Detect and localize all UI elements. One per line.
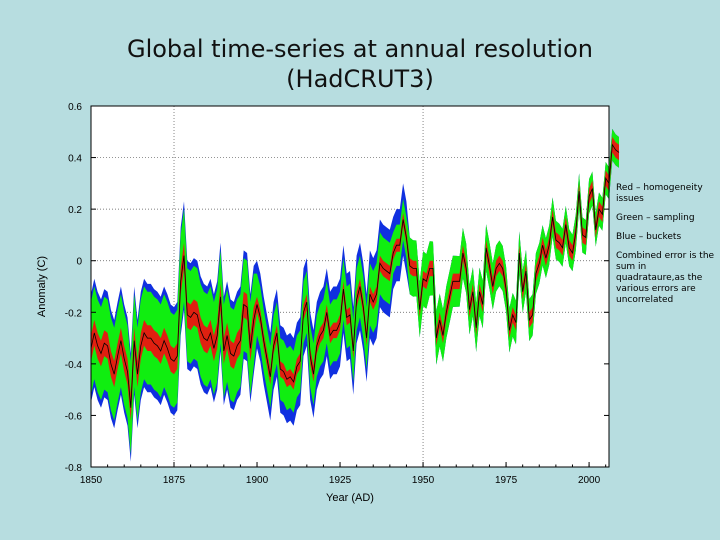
y-tick-label: 0.2 [68,205,82,216]
plot-frame [90,105,610,468]
legend-blue: Blue – buckets [616,232,682,242]
x-axis-title: Year (AD) [326,492,374,504]
y-tick-label: -0.2 [65,308,83,319]
y-tick-label: 0.4 [68,154,82,165]
legend: Red – homogeneity issues Green – samplin… [616,183,716,314]
y-axis-title: Anomaly (C) [36,256,48,317]
x-tick-label: 1900 [246,475,269,486]
title-line-2: (HadCRUT3) [286,65,434,93]
best-estimate-line [90,143,620,408]
uncertainty-bands [90,128,620,462]
y-tick-label: 0.6 [68,102,82,113]
slide-title: Global time-series at annual resolution … [60,34,660,94]
x-tick-label: 1850 [80,475,103,486]
homogeneity-uncertainty-band [91,136,619,421]
legend-red: Red – homogeneity issues [616,183,703,204]
x-tick-label: 1925 [329,475,352,486]
y-tick-label: 0 [76,257,82,268]
x-tick-label: 1975 [495,475,518,486]
legend-note: Combined error is the sum in quadrataure… [616,251,715,305]
legend-green: Green – sampling [616,213,695,223]
y-tick-label: -0.8 [65,463,83,474]
title-line-1: Global time-series at annual resolution [126,35,593,63]
x-tick-label: 1950 [412,475,435,486]
x-tick-label: 2000 [578,475,601,486]
sampling-uncertainty-band [91,128,619,455]
y-tick-label: -0.4 [65,360,83,371]
y-tick-label: -0.6 [65,411,83,422]
x-tick-label: 1875 [163,475,186,486]
